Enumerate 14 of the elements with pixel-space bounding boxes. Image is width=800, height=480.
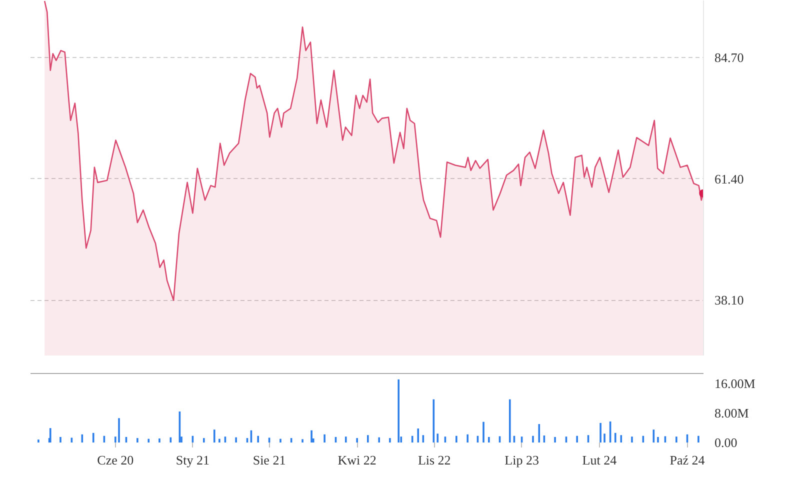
y-tick-label: 61.40 — [714, 171, 744, 186]
x-tick-label: Lis 22 — [418, 452, 451, 468]
x-tick-label: Sie 21 — [252, 452, 286, 468]
y-tick-label: 16.00M — [714, 376, 756, 391]
y-tick-label: 38.10 — [714, 292, 744, 308]
x-tick-label: Sty 21 — [176, 452, 210, 468]
x-tick-label: Kwi 22 — [338, 452, 376, 468]
y-tick-label: 84.70 — [714, 50, 744, 65]
y-tick-label: 0.00 — [714, 435, 738, 450]
x-tick-label: Paź 24 — [670, 452, 706, 468]
x-tick-label: Cze 20 — [97, 452, 134, 468]
y-tick-label: 8.00M — [714, 405, 750, 420]
x-tick-label: Lip 23 — [504, 452, 539, 468]
x-tick-label: Lut 24 — [582, 452, 618, 468]
